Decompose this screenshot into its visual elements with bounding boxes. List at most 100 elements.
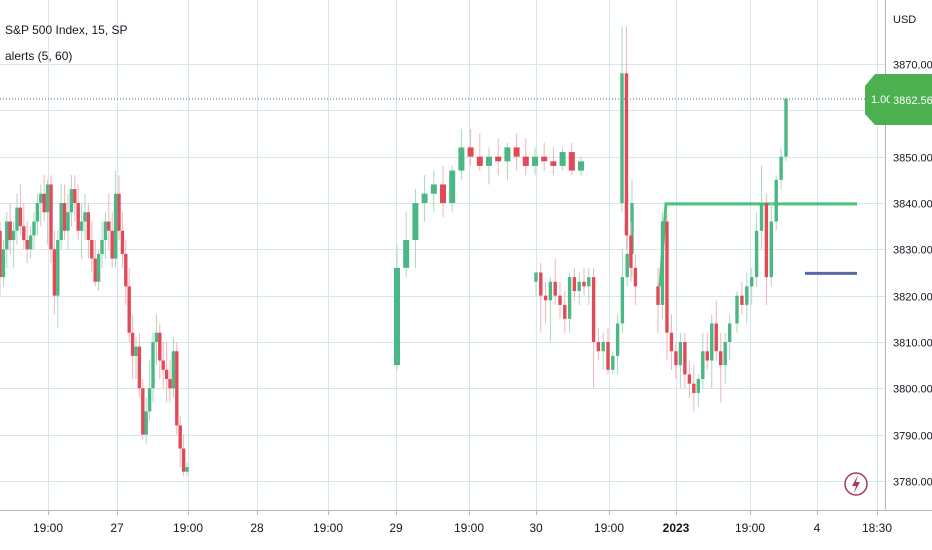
candle-body — [572, 277, 577, 292]
candle — [774, 175, 778, 231]
candle-body — [532, 156, 538, 166]
candle — [73, 175, 77, 222]
x-tick-label: 27 — [110, 521, 124, 535]
candle-body — [660, 221, 665, 305]
candle — [113, 170, 118, 268]
candle-body — [458, 147, 465, 171]
candle — [665, 212, 669, 361]
candle-body — [553, 281, 557, 296]
candle — [117, 175, 121, 241]
candle — [127, 267, 131, 342]
candle-body — [430, 184, 437, 194]
candle — [596, 328, 601, 361]
candle — [620, 26, 624, 213]
candle-body — [110, 230, 114, 259]
candle — [719, 332, 723, 403]
candle-body — [449, 170, 456, 203]
candle — [154, 314, 159, 366]
candle — [79, 202, 84, 259]
candle-body — [740, 295, 744, 305]
x-tick-label: 4 — [814, 521, 821, 535]
x-tick-label: 19:00 — [454, 521, 484, 535]
candle-body — [759, 202, 764, 231]
study-label: alerts (5, 60) — [5, 49, 72, 63]
candle-body — [687, 374, 692, 384]
candle — [553, 258, 557, 305]
candle-body — [779, 156, 783, 180]
candle — [69, 175, 74, 227]
candle-body — [611, 355, 615, 370]
candle — [567, 272, 572, 333]
candle-body — [154, 332, 159, 342]
candle — [52, 230, 57, 315]
candle — [134, 337, 138, 380]
candle — [8, 202, 12, 254]
candle-body — [769, 221, 773, 278]
candle — [764, 193, 769, 305]
candle-body — [86, 212, 91, 241]
chart-grid — [0, 0, 885, 510]
candle-body — [120, 230, 125, 254]
candle-body — [548, 281, 553, 301]
lightning-bolt-icon[interactable] — [844, 472, 868, 496]
candle — [110, 212, 114, 268]
candle-body — [134, 346, 138, 356]
candle-body — [522, 156, 529, 166]
candle — [687, 360, 692, 398]
candle-body — [185, 467, 189, 472]
candle-body — [714, 323, 718, 352]
candle — [15, 193, 19, 245]
last-price-tag[interactable]: 1.00 3862.56 — [865, 74, 932, 125]
candle — [625, 230, 629, 287]
candle-body — [620, 277, 625, 324]
y-tick-label: 3870.00 — [893, 60, 932, 72]
candle — [582, 267, 586, 296]
candle — [578, 156, 584, 176]
candle — [49, 175, 53, 264]
candle — [412, 189, 419, 268]
candle — [120, 212, 125, 268]
candle-body — [412, 202, 419, 241]
candle — [513, 133, 520, 171]
candle — [449, 165, 456, 213]
candle — [164, 341, 169, 403]
candle — [107, 193, 111, 250]
candle-body — [175, 351, 179, 426]
candle — [606, 328, 610, 375]
candle-body — [764, 202, 769, 278]
candle — [147, 360, 152, 421]
y-tick-label: 3780.00 — [893, 477, 932, 489]
candle — [620, 249, 625, 333]
candle — [103, 212, 108, 259]
candle — [714, 300, 718, 361]
candle-body — [130, 332, 135, 356]
candle-body — [723, 341, 727, 366]
candle-body — [32, 221, 36, 236]
candle — [86, 202, 91, 259]
candle-body — [168, 379, 172, 389]
candle-body — [39, 193, 43, 203]
candle-body — [606, 341, 610, 370]
candle-body — [421, 193, 428, 203]
candle-body — [127, 286, 131, 333]
candle-body — [578, 161, 584, 171]
candle-body — [476, 156, 483, 166]
candle — [572, 267, 577, 301]
alert-lines — [658, 202, 857, 287]
candle-body — [56, 240, 60, 296]
candle-body — [107, 221, 111, 231]
time-axis-panel[interactable] — [0, 511, 886, 550]
candle-body — [558, 295, 562, 305]
candle-body — [124, 253, 128, 287]
candle-body — [394, 267, 400, 366]
candle-body — [45, 184, 50, 213]
candle-body — [25, 240, 29, 250]
candle — [62, 184, 67, 241]
candle-body — [18, 207, 23, 227]
candle — [615, 314, 620, 375]
candle-body — [495, 156, 502, 162]
candle — [660, 212, 665, 319]
candle-body — [69, 189, 74, 213]
candle-body — [601, 341, 605, 352]
